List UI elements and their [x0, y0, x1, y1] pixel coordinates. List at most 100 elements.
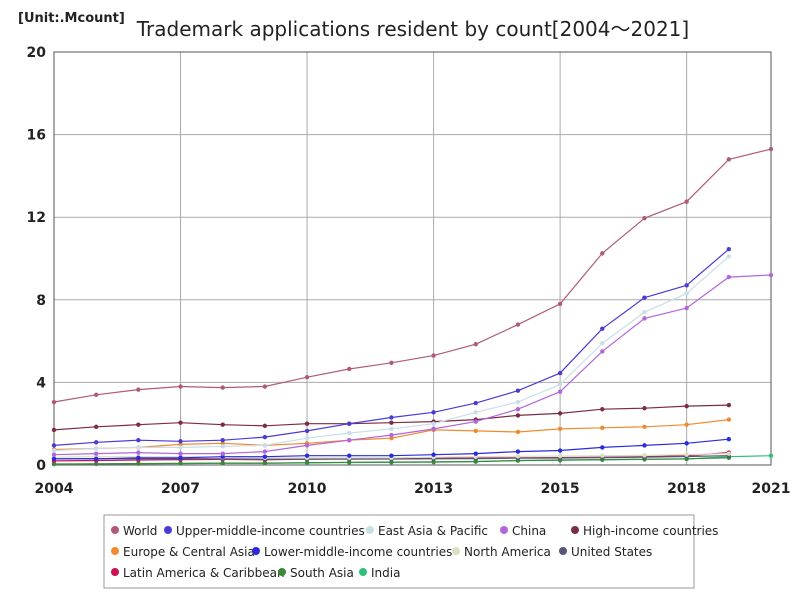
data-point: [600, 326, 605, 331]
x-tick-label: 2004: [35, 481, 74, 497]
data-point: [93, 456, 99, 462]
data-point: [473, 451, 478, 456]
x-tick-label: 2010: [288, 481, 327, 497]
legend-box: [103, 514, 695, 589]
data-point: [768, 453, 774, 458]
data-point: [389, 453, 394, 458]
legend-marker: [111, 547, 119, 555]
legend-item: Latin America & Caribbean: [111, 566, 285, 580]
legend-label: China: [512, 524, 546, 538]
data-point: [726, 451, 732, 456]
data-point: [262, 449, 268, 454]
data-point: [136, 438, 141, 443]
data-point: [557, 382, 563, 387]
legend-label: Upper-middle-income countries: [176, 524, 365, 538]
data-point: [768, 146, 774, 152]
legend-item: High-income countries: [571, 524, 718, 538]
data-point: [347, 366, 352, 372]
data-point: [642, 424, 647, 429]
data-point: [431, 426, 436, 432]
legend-marker: [278, 568, 286, 576]
legend-marker: [111, 526, 119, 534]
legend-item: East Asia & Pacific: [366, 524, 488, 538]
legend-marker: [359, 568, 367, 576]
series-high-income-countries: [51, 402, 732, 433]
data-point: [642, 309, 647, 315]
data-point: [726, 274, 732, 280]
data-point: [51, 427, 57, 433]
legend-marker: [452, 547, 460, 555]
data-point: [93, 461, 99, 466]
data-point: [136, 455, 141, 460]
data-point: [726, 247, 732, 252]
data-point: [389, 459, 394, 465]
data-point: [684, 305, 689, 311]
data-point: [389, 415, 394, 420]
legend-item: United States: [559, 545, 652, 559]
data-point: [51, 399, 57, 405]
data-point: [220, 422, 225, 427]
data-point: [220, 438, 225, 443]
data-point: [220, 454, 225, 459]
data-point: [93, 451, 99, 456]
data-point: [600, 445, 605, 450]
data-point: [600, 453, 605, 458]
data-point: [431, 353, 436, 358]
data-point: [262, 384, 268, 389]
data-point: [220, 460, 225, 466]
data-point: [600, 425, 605, 431]
data-point: [768, 272, 774, 278]
y-tick-label: 20: [27, 45, 47, 61]
axes: [53, 51, 772, 466]
data-point: [347, 438, 352, 443]
data-point: [136, 422, 141, 427]
data-point: [347, 430, 352, 436]
data-point: [557, 448, 563, 453]
legend-label: United States: [571, 545, 652, 559]
legend-label: North America: [464, 545, 551, 559]
data-point: [726, 254, 732, 259]
data-point: [178, 445, 183, 450]
data-point: [51, 456, 57, 462]
data-point: [304, 375, 310, 380]
data-point: [473, 400, 478, 406]
data-point: [642, 295, 647, 300]
data-point: [473, 341, 478, 347]
series-upper-middle-income-countries: [51, 247, 732, 448]
data-point: [304, 428, 310, 434]
data-point: [262, 460, 268, 466]
legend-item: Upper-middle-income countries: [164, 524, 365, 538]
plot-frame: [53, 51, 772, 466]
x-tick-label: 2021: [752, 481, 791, 497]
legend-marker: [366, 526, 374, 534]
legend-item: India: [359, 566, 400, 580]
y-tick-label: 4: [36, 375, 46, 391]
data-point: [220, 441, 225, 446]
legend-item: North America: [452, 545, 551, 559]
data-point: [93, 424, 99, 429]
data-point: [304, 443, 310, 448]
data-point: [557, 453, 563, 459]
y-tick-label: 16: [27, 128, 46, 144]
data-point: [389, 435, 394, 441]
data-point: [431, 421, 436, 426]
data-point: [93, 446, 99, 451]
data-point: [473, 419, 478, 424]
data-point: [726, 436, 732, 442]
data-point: [178, 455, 183, 460]
data-point: [726, 402, 732, 408]
data-point: [726, 157, 732, 162]
data-point: [684, 403, 689, 409]
series-line: [53, 148, 772, 403]
series-world: [51, 146, 774, 405]
data-point: [600, 349, 605, 354]
y-tick-label: 0: [36, 458, 46, 474]
y-tick-label: 8: [36, 293, 46, 309]
data-point: [220, 444, 225, 449]
legend: World Upper-middle-income countries East A…: [111, 524, 718, 580]
data-point: [726, 417, 732, 422]
legend-label: India: [371, 566, 400, 580]
data-point: [557, 426, 563, 432]
data-point: [557, 389, 563, 394]
legend-item: Lower-middle-income countries: [252, 545, 452, 559]
